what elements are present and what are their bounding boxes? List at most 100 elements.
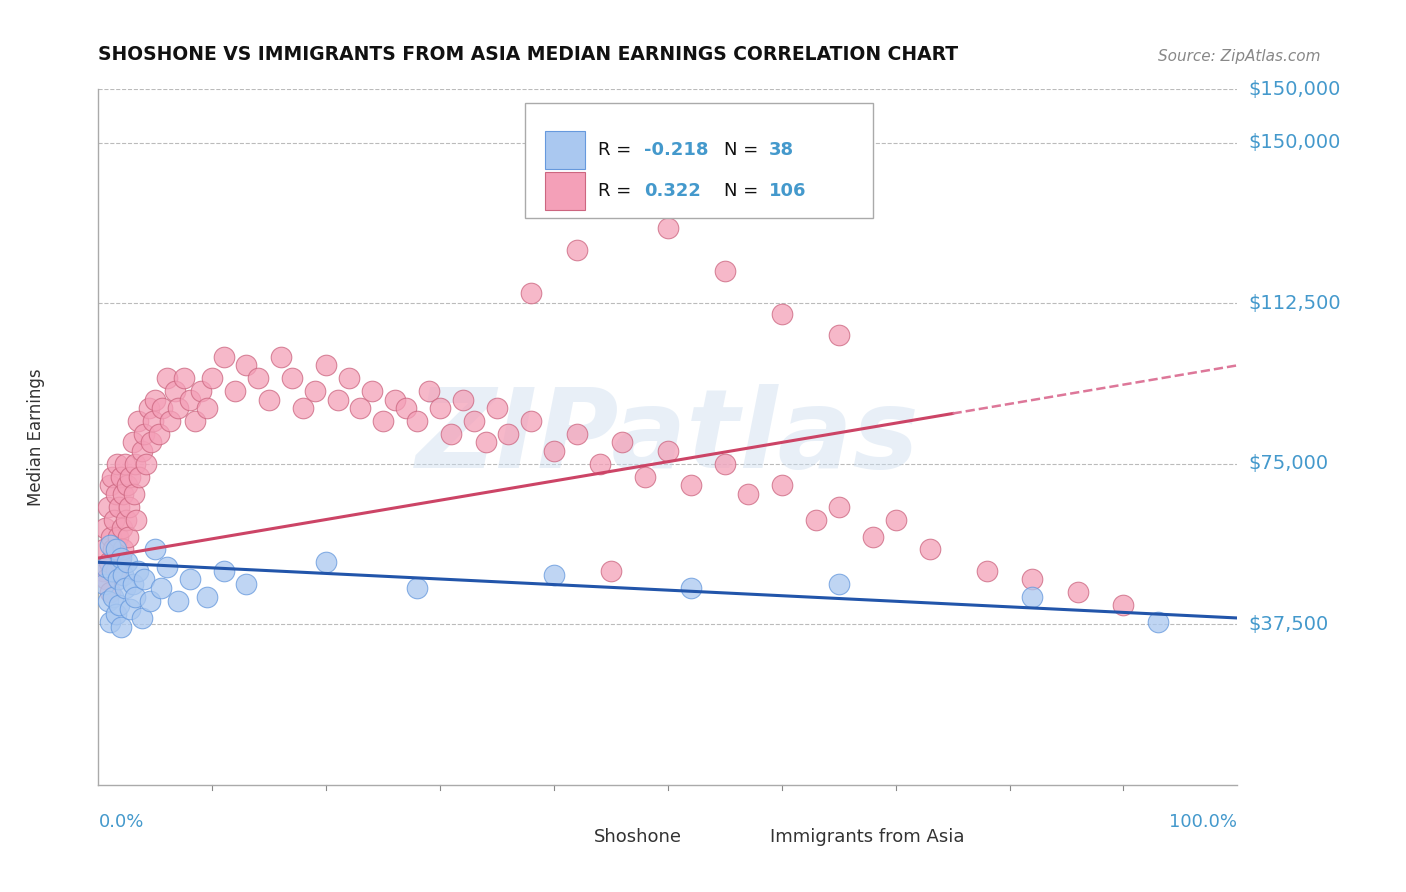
Text: Immigrants from Asia: Immigrants from Asia [770,828,965,847]
Point [132,573,155,587]
Point [142,414,165,428]
Point [104,564,127,578]
Point [235,576,257,591]
Point [131,444,153,458]
Point [440,426,463,441]
Point [115,478,138,492]
Point [150,401,173,416]
FancyBboxPatch shape [554,826,586,846]
Point [128,469,150,483]
Point [349,401,371,416]
Point [150,581,173,595]
Text: Shoshone: Shoshone [593,828,682,847]
Point [804,512,827,526]
Point [918,542,941,557]
Point [360,384,382,398]
Point [212,564,235,578]
Point [406,414,429,428]
FancyBboxPatch shape [546,171,585,210]
Text: $37,500: $37,500 [1249,615,1329,634]
Text: R =: R = [599,141,637,159]
Point [138,594,160,608]
Point [94,521,117,535]
Point [714,457,737,471]
Point [167,594,190,608]
Point [679,581,702,595]
Point [1112,598,1135,612]
Point [451,392,474,407]
Point [246,371,269,385]
Point [138,401,160,416]
Point [565,426,588,441]
Text: R =: R = [599,182,637,200]
Point [201,371,224,385]
Point [167,401,190,416]
Point [101,469,124,483]
Point [588,457,610,471]
Point [112,542,135,557]
Point [103,590,125,604]
Point [976,564,998,578]
Point [91,564,114,578]
Point [195,590,218,604]
Point [828,328,851,343]
Point [612,435,634,450]
FancyBboxPatch shape [731,826,762,846]
Point [179,573,201,587]
Point [259,392,281,407]
Text: ZIPatlas: ZIPatlas [416,384,920,491]
Point [884,512,907,526]
Point [224,384,246,398]
Point [104,542,127,557]
Point [117,530,139,544]
Point [714,264,737,278]
Point [96,594,118,608]
Point [93,542,115,557]
Text: Source: ZipAtlas.com: Source: ZipAtlas.com [1159,49,1320,64]
Point [173,371,195,385]
FancyBboxPatch shape [546,130,585,169]
Point [679,478,702,492]
Text: $150,000: $150,000 [1249,133,1341,153]
Point [107,573,129,587]
Point [101,564,124,578]
Point [105,457,128,471]
Point [474,435,496,450]
Point [828,500,851,514]
Point [737,487,759,501]
Text: $150,000: $150,000 [1249,79,1341,99]
Point [770,307,793,321]
Point [120,602,142,616]
Point [108,555,131,569]
Point [1021,573,1043,587]
Point [132,426,155,441]
Point [148,426,170,441]
Point [121,435,143,450]
Point [156,559,179,574]
Text: N =: N = [724,141,763,159]
Point [127,564,149,578]
Point [145,542,167,557]
Point [114,581,136,595]
Point [304,384,326,398]
Point [110,619,132,633]
Point [520,285,543,300]
Point [195,401,218,416]
Point [1146,615,1168,630]
Point [135,457,157,471]
Point [429,401,451,416]
Point [110,551,132,566]
Point [384,392,406,407]
Point [163,384,186,398]
Point [96,559,118,574]
Point [270,350,292,364]
Point [118,500,141,514]
Point [114,457,136,471]
Point [100,530,122,544]
Point [98,615,121,630]
Point [96,500,118,514]
Point [98,478,121,492]
Point [1021,590,1043,604]
FancyBboxPatch shape [526,103,873,218]
Text: SHOSHONE VS IMMIGRANTS FROM ASIA MEDIAN EARNINGS CORRELATION CHART: SHOSHONE VS IMMIGRANTS FROM ASIA MEDIAN … [98,45,959,64]
